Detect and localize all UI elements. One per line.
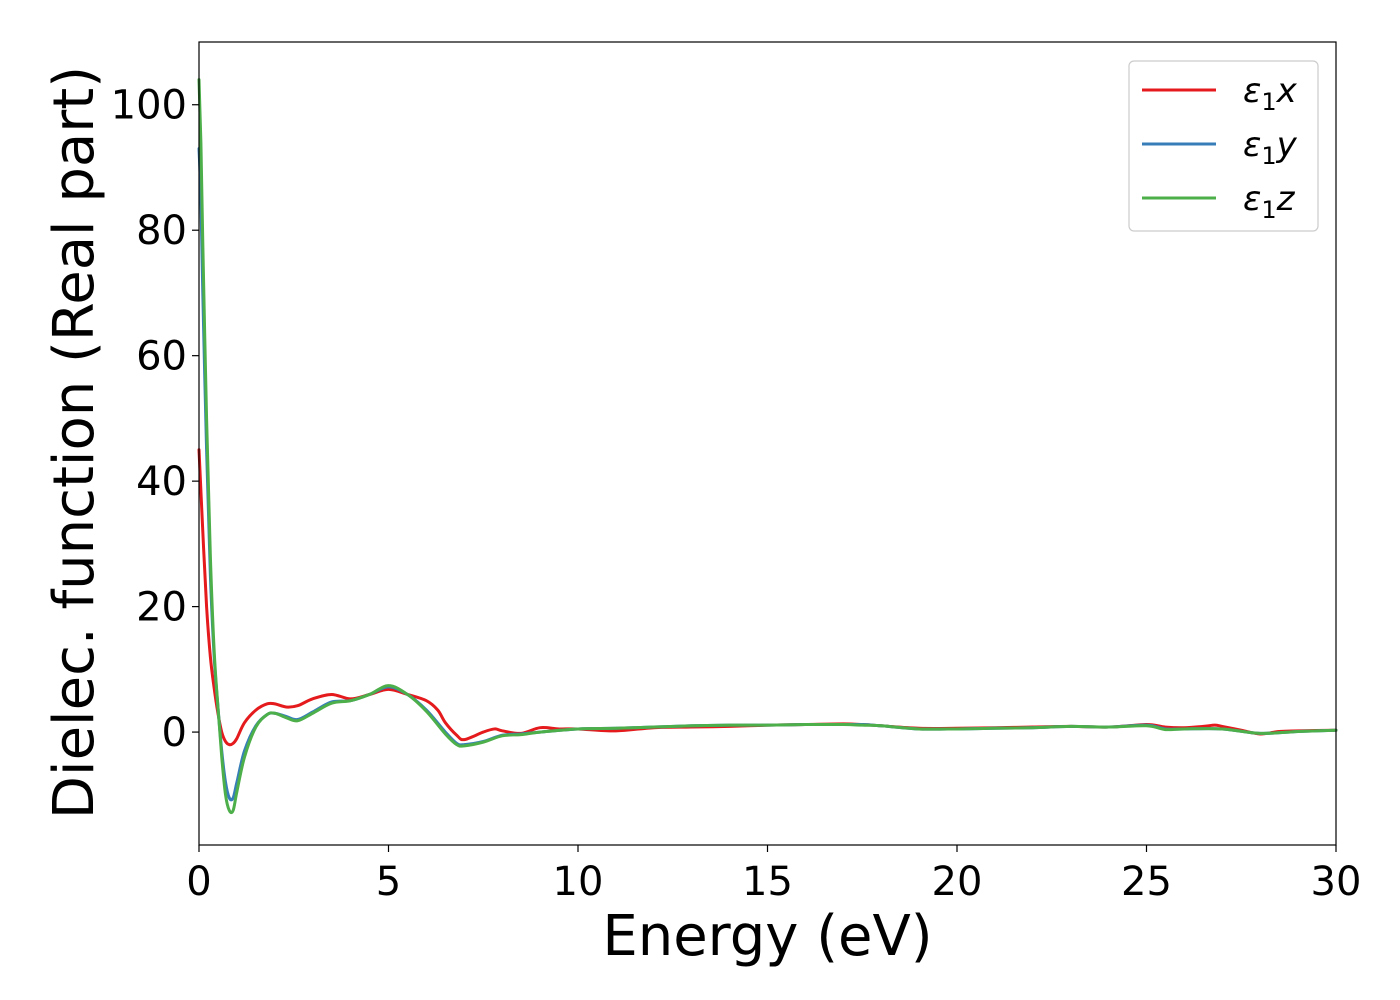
series-line-x xyxy=(197,448,1338,747)
legend: ε1x ε1y ε1z xyxy=(1128,60,1319,232)
x-axis-label: Energy (eV) xyxy=(602,904,932,969)
x-tick-label: 5 xyxy=(376,859,401,905)
legend-label-x: ε1x xyxy=(1243,71,1298,116)
y-tick-label: 0 xyxy=(162,710,187,756)
x-tick-label: 10 xyxy=(553,859,604,905)
y-tick-label: 20 xyxy=(136,585,187,631)
y-tick-label: 60 xyxy=(136,334,187,380)
series-line-z xyxy=(197,78,1338,815)
y-axis-ticks: 0 20 40 60 80 100 xyxy=(111,83,199,756)
y-axis-label: Dielec. function (Real part) xyxy=(42,66,107,819)
y-tick-label: 80 xyxy=(136,208,187,254)
y-tick-label: 40 xyxy=(136,459,187,505)
y-tick-label: 100 xyxy=(111,83,187,129)
legend-frame xyxy=(1128,60,1319,232)
series-layer xyxy=(197,78,1338,815)
x-tick-label: 15 xyxy=(742,859,793,905)
x-axis-ticks: 0 5 10 15 20 25 30 xyxy=(186,845,1361,905)
legend-label-z: ε1z xyxy=(1243,179,1296,224)
legend-label-y: ε1y xyxy=(1243,125,1298,170)
series-line-y xyxy=(197,147,1338,802)
x-tick-label: 20 xyxy=(932,859,983,905)
x-tick-label: 0 xyxy=(186,859,211,905)
x-tick-label: 30 xyxy=(1311,859,1362,905)
x-tick-label: 25 xyxy=(1121,859,1172,905)
